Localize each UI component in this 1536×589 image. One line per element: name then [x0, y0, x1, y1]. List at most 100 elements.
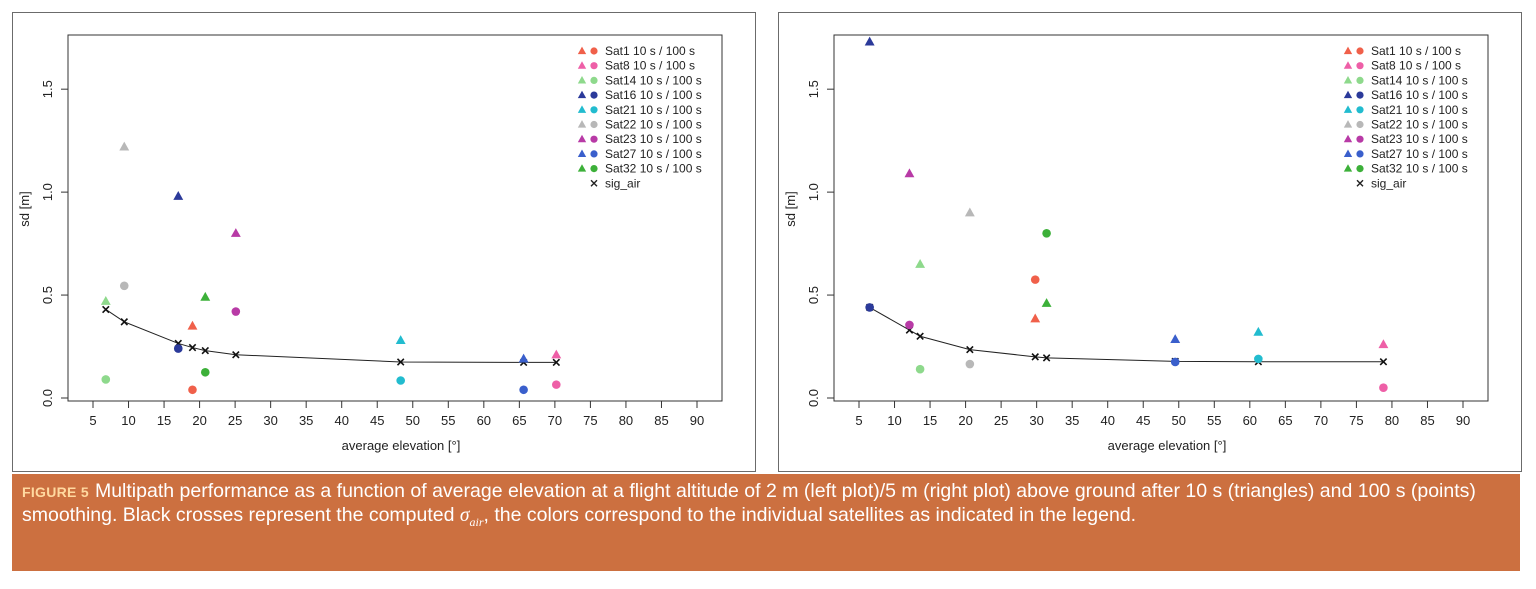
sig-air-cross [1379, 357, 1388, 366]
x-tick-label: 85 [1420, 413, 1434, 428]
sig-air-cross [396, 358, 405, 366]
right-scatter-chart: 5 10 15 20 25 30 35 40 45 50 55 60 65 70 75 80 85 90 0.0 0.… [783, 34, 1489, 453]
y-axis-label: sd [m] [17, 191, 32, 226]
sat16-point-100s [173, 344, 183, 353]
legend-triangle [1343, 90, 1353, 99]
legend-triangle [577, 120, 587, 128]
x-tick-label: 65 [512, 413, 526, 428]
legend-point [590, 62, 598, 70]
legend-label: sig_air [1371, 176, 1406, 190]
x-tick-label: 85 [654, 413, 668, 428]
sat21-triangle-10s [1253, 326, 1264, 336]
legend-point [590, 150, 598, 158]
sat8-triangle-10s [551, 349, 562, 359]
x-tick-label: 30 [1029, 413, 1043, 428]
legend-point [1356, 47, 1364, 55]
sig-air-cross [966, 345, 974, 354]
legend-point [1356, 135, 1364, 143]
y-axis-label: sd [m] [783, 191, 798, 226]
x-tick-label: 25 [228, 413, 242, 428]
x-tick-label: 65 [1278, 413, 1292, 428]
y-tick-label: 0.0 [806, 389, 821, 407]
x-tick-label: 20 [192, 413, 206, 428]
sat27-point-100s [1170, 357, 1180, 367]
legend-label: Sat14 10 s / 100 s [605, 73, 702, 87]
legend-point [1356, 62, 1364, 70]
x-tick-label: 20 [958, 413, 972, 428]
sat32-point-100s [200, 367, 210, 377]
legend-point [590, 47, 598, 55]
sat32-triangle-10s [200, 291, 211, 301]
caption-text-part2: , the colors correspond to the individua… [483, 504, 1137, 526]
legend-point [590, 106, 598, 114]
x-tick-label: 60 [477, 413, 491, 428]
sig-air-cross [916, 332, 924, 341]
sat27-triangle-10s [518, 353, 529, 363]
figure-label: FIGURE 5 [22, 484, 89, 500]
legend-point [1356, 165, 1364, 173]
legend-label: Sat8 10 s / 100 s [1371, 59, 1461, 73]
sigma-air-symbol: σair [459, 505, 484, 529]
sig-air-cross [1031, 353, 1039, 361]
sat21-triangle-10s [395, 335, 406, 344]
sat1-point-100s [188, 385, 197, 395]
right-plot-panel: 5 10 15 20 25 30 35 40 45 50 55 60 65 70 75 80 85 90 0.0 0.… [778, 12, 1522, 472]
x-axis-label: average elevation [°] [342, 438, 461, 453]
legend-label: Sat16 10 s / 100 s [605, 88, 702, 102]
sig-air-cross [232, 350, 240, 359]
sat27-point-100s [519, 385, 528, 395]
plot-area-frame [67, 34, 723, 402]
sigma-symbol: σ [459, 505, 470, 526]
sat8-point-100s [1379, 383, 1388, 393]
legend-label: Sat22 10 s / 100 s [1371, 118, 1468, 132]
legend-point [590, 120, 598, 129]
legend-triangle [577, 149, 587, 157]
legend-triangle [577, 76, 587, 84]
legend-label: Sat27 10 s / 100 s [605, 147, 702, 161]
legend-label: Sat21 10 s / 100 s [605, 103, 702, 117]
legend-triangle [577, 105, 587, 113]
sat23-point-100s [905, 320, 914, 330]
left-plot-panel: 5 10 15 20 25 30 35 40 45 50 55 60 65 70 75 80 85 90 0.0 0.… [12, 12, 756, 472]
legend-point [590, 76, 598, 84]
sat22-triangle-10s [119, 141, 130, 151]
legend-point [590, 165, 598, 173]
legend-point [1356, 106, 1364, 114]
sat14-triangle-10s [100, 296, 111, 305]
sigma-subscript: air [469, 514, 484, 529]
x-tick-label: 70 [1314, 413, 1328, 428]
sat14-point-100s [101, 375, 111, 384]
x-tick-label: 80 [1385, 413, 1399, 428]
legend-triangle [1343, 76, 1353, 84]
sat22-point-100s [119, 281, 129, 291]
legend-point [590, 91, 598, 99]
sat32-point-100s [1042, 228, 1051, 238]
legend-label: Sat32 10 s / 100 s [1371, 162, 1468, 176]
sat8-triangle-10s [1378, 339, 1389, 349]
sat14-triangle-10s [915, 258, 926, 268]
sat16-triangle-10s [173, 191, 184, 200]
sat27-triangle-10s [1170, 334, 1181, 343]
sat1-triangle-10s [1030, 313, 1041, 323]
x-tick-label: 75 [583, 413, 597, 428]
x-tick-label: 80 [619, 413, 633, 428]
legend-point [1356, 150, 1364, 158]
sat1-triangle-10s [187, 320, 198, 330]
legend-label: Sat32 10 s / 100 s [605, 162, 702, 176]
y-tick-label: 1.0 [40, 183, 55, 201]
legend-label: Sat23 10 s / 100 s [605, 132, 702, 146]
x-tick-label: 40 [334, 413, 348, 428]
legend-label: sig_air [605, 176, 640, 190]
plot-area-frame [833, 34, 1489, 402]
legend-label: Sat14 10 s / 100 s [1371, 73, 1468, 87]
legend-label: Sat1 10 s / 100 s [605, 44, 695, 58]
legend-triangle [1343, 61, 1353, 69]
y-tick-label: 1.5 [40, 80, 55, 98]
x-tick-label: 45 [370, 413, 384, 428]
y-tick-label: 0.5 [40, 286, 55, 304]
x-tick-label: 55 [441, 413, 455, 428]
legend-label: Sat27 10 s / 100 s [1371, 147, 1468, 161]
y-tick-label: 1.5 [806, 80, 821, 98]
x-tick-label: 35 [1065, 413, 1079, 428]
sat21-point-100s [396, 376, 405, 385]
